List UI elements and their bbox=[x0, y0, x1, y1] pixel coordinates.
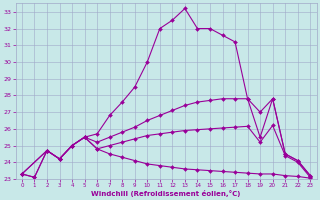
X-axis label: Windchill (Refroidissement éolien,°C): Windchill (Refroidissement éolien,°C) bbox=[92, 190, 241, 197]
